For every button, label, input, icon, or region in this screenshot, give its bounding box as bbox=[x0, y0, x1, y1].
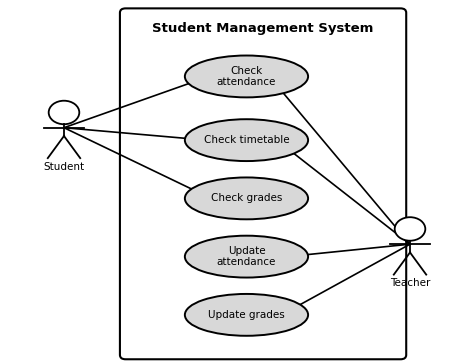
Text: Check grades: Check grades bbox=[211, 193, 282, 203]
Text: Teacher: Teacher bbox=[390, 278, 430, 288]
Text: Student Management System: Student Management System bbox=[152, 22, 374, 35]
Ellipse shape bbox=[49, 101, 79, 124]
Text: Student: Student bbox=[44, 162, 84, 171]
Ellipse shape bbox=[395, 217, 425, 241]
Ellipse shape bbox=[185, 177, 308, 219]
Ellipse shape bbox=[185, 55, 308, 97]
Text: Check
attendance: Check attendance bbox=[217, 66, 276, 87]
FancyBboxPatch shape bbox=[120, 8, 406, 359]
Ellipse shape bbox=[185, 236, 308, 277]
Ellipse shape bbox=[185, 294, 308, 336]
Text: Update
attendance: Update attendance bbox=[217, 246, 276, 268]
Text: Check timetable: Check timetable bbox=[204, 135, 289, 145]
Ellipse shape bbox=[185, 119, 308, 161]
Text: Update grades: Update grades bbox=[208, 310, 285, 320]
